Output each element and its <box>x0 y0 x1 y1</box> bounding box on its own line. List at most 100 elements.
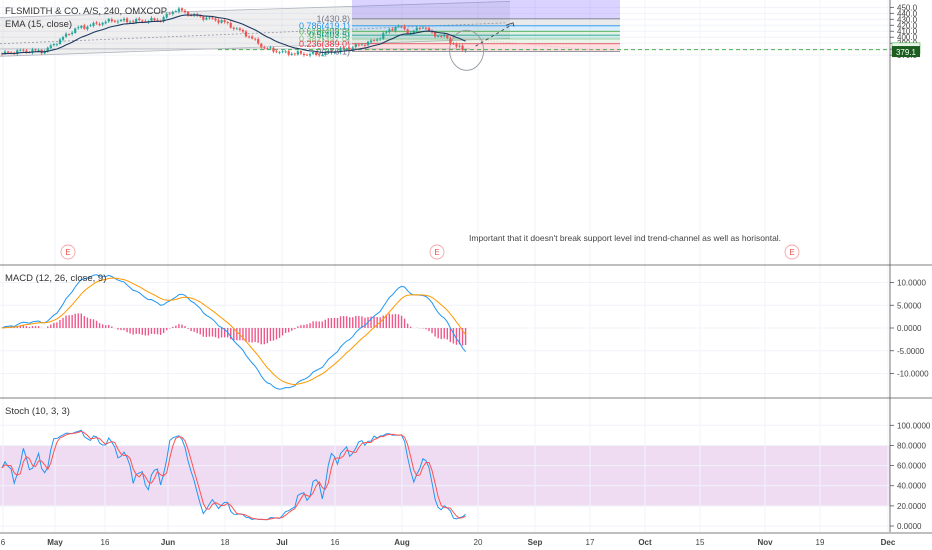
time-tick-label: Sep <box>528 538 543 547</box>
candle-body <box>238 28 241 30</box>
macd-tick-label: -10.0000 <box>897 370 929 379</box>
candle-body <box>80 25 83 28</box>
candle-body <box>3 51 7 54</box>
candle-body <box>449 38 452 44</box>
candle-body <box>281 51 284 53</box>
price-badge-lower <box>892 46 920 58</box>
candle-body <box>46 47 49 51</box>
candle-body <box>113 20 116 22</box>
candle-body <box>95 22 98 24</box>
candle-body <box>391 29 394 31</box>
stoch-d-line <box>1 430 466 521</box>
candle-body <box>34 49 37 51</box>
fib-band <box>352 35 620 39</box>
fib-band <box>352 25 620 32</box>
candle-body <box>202 16 205 20</box>
macd-line <box>1 274 466 390</box>
stoch-tick-label: 0.0000 <box>897 522 922 531</box>
candle-body <box>150 17 153 21</box>
candle-body <box>223 20 226 23</box>
candle-body <box>61 37 65 40</box>
candle-body <box>348 48 351 50</box>
candle-body <box>278 52 281 54</box>
candle-body <box>98 23 101 26</box>
candle-body <box>125 18 129 23</box>
candle-body <box>418 28 421 29</box>
series <box>0 6 467 521</box>
fib-level-label: 0(376.1) <box>316 46 350 56</box>
time-tick-label: Aug <box>394 538 410 547</box>
earnings-marker-label: E <box>65 248 70 257</box>
stoch-tick-label: 20.0000 <box>897 502 926 511</box>
time-tick-label: 18 <box>221 538 230 547</box>
candle-body <box>74 28 77 33</box>
candle-body <box>376 39 379 41</box>
channel-lower-line <box>0 37 511 57</box>
candle-body <box>305 54 309 56</box>
candle-body <box>64 33 68 37</box>
candle-body <box>382 33 385 39</box>
candle-body <box>345 48 348 50</box>
candle-body <box>385 31 388 33</box>
time-tick-label: Oct <box>638 538 652 547</box>
candle-body <box>174 11 177 12</box>
candle-body <box>461 45 464 51</box>
candle-body <box>287 51 290 55</box>
candle-body <box>226 22 229 24</box>
stoch-tick-label: 60.0000 <box>897 462 926 471</box>
candle-body <box>119 19 123 21</box>
candle-body <box>388 29 391 33</box>
candle-body <box>55 44 58 46</box>
candle-body <box>156 19 159 21</box>
candle-body <box>424 27 428 29</box>
candle-body <box>290 53 293 56</box>
candle-body <box>437 36 440 38</box>
candle-body <box>22 49 25 51</box>
macd-legend: MACD (12, 26, close, 9) <box>5 273 106 284</box>
fib-level-label: 0.5(403.5) <box>309 30 350 40</box>
candle-body <box>464 49 467 51</box>
fib-band <box>352 38 620 44</box>
candle-body <box>434 32 437 37</box>
candle-body <box>244 31 248 37</box>
candle-body <box>263 47 266 49</box>
drawings: 1(430.8)0.786(419.1)0.618(409.9)0.5(403.… <box>0 0 890 260</box>
candle-body <box>318 54 321 56</box>
candle-body <box>299 50 302 54</box>
candle-body <box>217 20 220 23</box>
candle-body <box>138 18 141 21</box>
candle-body <box>241 29 245 32</box>
candle-body <box>180 8 184 11</box>
projection-arrow-line <box>475 24 513 47</box>
earnings-marker-label: E <box>789 248 794 257</box>
candle-body <box>107 18 110 22</box>
candle-body <box>257 39 260 44</box>
candle-body <box>147 21 150 23</box>
candle-body <box>37 50 40 51</box>
earnings-marker <box>60 244 76 260</box>
time-tick-label: Jun <box>161 538 175 547</box>
candle-body <box>415 27 418 31</box>
candle-body <box>19 49 22 51</box>
time-tick-label: May <box>47 538 63 547</box>
time-tick-label: 16 <box>101 538 110 547</box>
fib-band <box>352 18 620 26</box>
candle-body <box>327 50 330 53</box>
candle-body <box>296 51 299 55</box>
candle-body <box>77 27 80 29</box>
candle-body <box>360 44 363 46</box>
fib-level-label: 0.382(397.0) <box>299 34 350 44</box>
macd-tick-label: 5.0000 <box>897 301 922 310</box>
macd-signal-line <box>1 277 467 386</box>
candle-body <box>324 51 327 55</box>
stoch-tick-label: 40.0000 <box>897 482 926 491</box>
candle-body <box>68 34 71 35</box>
time-tick-label: 16 <box>331 538 340 547</box>
candle-body <box>339 47 342 53</box>
candle-body <box>199 15 202 17</box>
candle-body <box>397 26 400 27</box>
stoch-tick-label: 100.0000 <box>897 421 931 430</box>
candle-body <box>7 51 10 53</box>
price-tick-label: 440.0 <box>897 9 918 18</box>
